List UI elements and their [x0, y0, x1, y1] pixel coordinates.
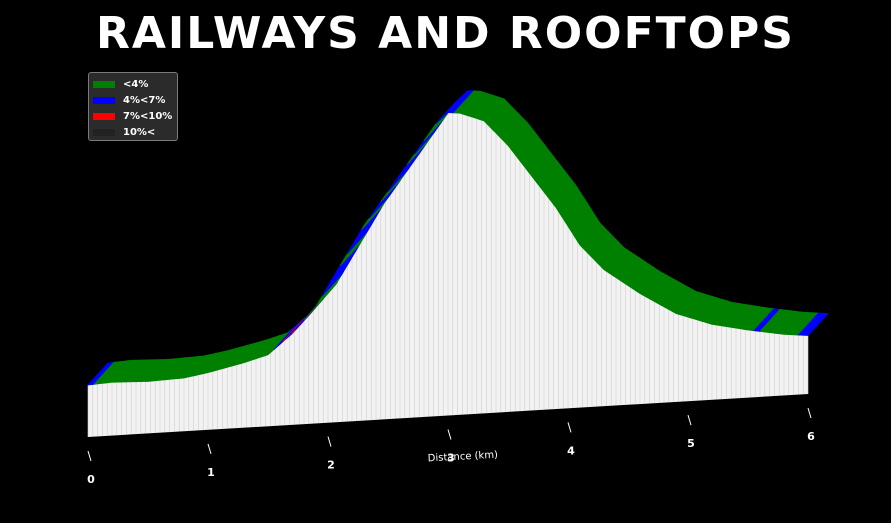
chart-title: RAILWAYS AND ROOFTOPS: [95, 8, 795, 59]
x-tick: [567, 422, 572, 433]
legend: <4% 4%<7% 7%<10% 10%<: [88, 72, 178, 141]
legend-item: 4%<7%: [93, 92, 177, 108]
wall-striations: [87, 112, 809, 437]
x-tick-label: 1: [207, 466, 215, 479]
x-tick: [807, 407, 812, 419]
legend-label: <4%: [123, 78, 149, 90]
legend-label: 10%<: [123, 126, 156, 138]
legend-item: 10%<: [93, 124, 177, 140]
x-tick-label: 6: [807, 430, 815, 443]
legend-label: 4%<7%: [123, 94, 166, 106]
x-tick-label: 4: [567, 444, 575, 457]
x-tick: [207, 443, 212, 454]
x-tick: [447, 429, 452, 440]
legend-swatch-black: [93, 128, 115, 136]
x-axis-label: Distance (km): [428, 450, 499, 465]
x-tick: [327, 436, 332, 447]
x-tick-label: 0: [87, 473, 95, 486]
legend-swatch-red: [93, 112, 115, 120]
x-tick-label: 3: [447, 452, 455, 465]
x-tick-label: 5: [687, 437, 695, 450]
legend-label: 7%<10%: [123, 110, 173, 122]
x-tick: [87, 450, 92, 462]
x-tick-label: 2: [327, 459, 335, 472]
legend-item: <4%: [93, 76, 177, 92]
legend-swatch-green: [93, 80, 115, 88]
gradient-segment: [797, 312, 829, 336]
x-tick: [687, 415, 692, 426]
legend-item: 7%<10%: [93, 108, 177, 124]
legend-swatch-blue: [93, 96, 115, 104]
